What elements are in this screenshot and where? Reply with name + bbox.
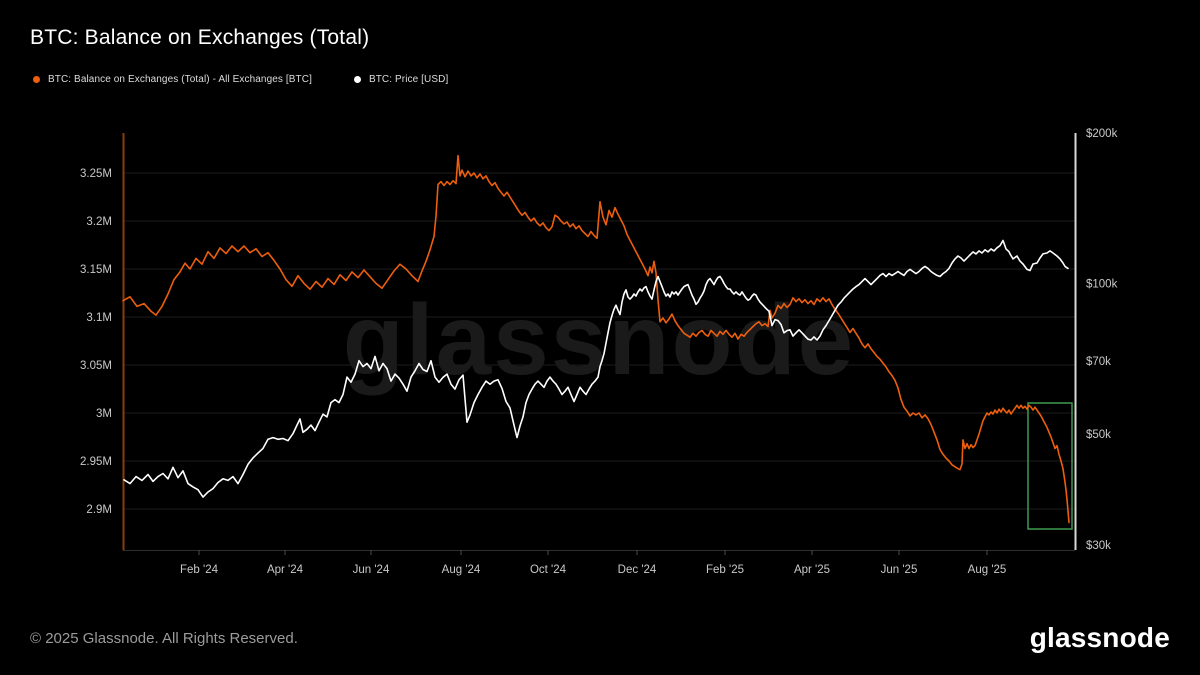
legend-item-balance[interactable]: BTC: Balance on Exchanges (Total) - All … (33, 74, 312, 85)
y-left-tick-label: 3.25M (80, 168, 112, 180)
x-axis-tick-label: Feb '24 (180, 564, 219, 576)
x-axis-tick-label: Jun '25 (881, 564, 918, 576)
legend-swatch-price-icon (353, 76, 361, 83)
y-left-tick-label: 3.1M (86, 312, 112, 324)
x-axis-tick-label: Jun '24 (353, 564, 390, 576)
legend-label-price: BTC: Price [USD] (368, 74, 449, 85)
y-right-tick-label: $30k (1086, 540, 1111, 552)
copyright-text: © 2025 Glassnode. All Rights Reserved. (30, 630, 298, 647)
x-axis-tick-label: Apr '25 (794, 564, 830, 576)
y-left-tick-label: 3.05M (80, 360, 112, 372)
x-axis-tick-label: Aug '25 (968, 564, 1007, 576)
y-right-tick-label: $100k (1086, 279, 1118, 291)
glassnode-logo: glassnode (1029, 622, 1170, 653)
x-axis-tick-label: Apr '24 (267, 564, 304, 576)
x-axis-tick-label: Oct '24 (530, 564, 567, 576)
y-right-tick-label: $200k (1086, 128, 1118, 140)
legend-label-balance: BTC: Balance on Exchanges (Total) - All … (48, 74, 312, 85)
y-left-tick-label: 2.95M (80, 456, 112, 468)
legend-swatch-balance-icon (33, 76, 40, 83)
y-left-tick-label: 3M (96, 408, 112, 420)
y-left-tick-label: 3.15M (80, 264, 112, 276)
page-title: BTC: Balance on Exchanges (Total) (30, 26, 370, 49)
highlight-box (1027, 402, 1073, 530)
balance-series-line (122, 154, 1070, 524)
x-axis-tick-label: Feb '25 (706, 564, 744, 576)
legend: BTC: Balance on Exchanges (Total) - All … (33, 74, 448, 85)
y-right-tick-label: $50k (1086, 429, 1111, 441)
y-right-tick-label: $70k (1086, 356, 1111, 368)
legend-item-price[interactable]: BTC: Price [USD] (353, 74, 449, 85)
y-left-tick-label: 3.2M (86, 216, 112, 228)
x-axis-tick-label: Dec '24 (618, 564, 657, 576)
x-axis-tick-label: Aug '24 (442, 564, 481, 576)
price-series-line (123, 239, 1069, 498)
watermark-text: glassnode (343, 284, 856, 396)
y-left-tick-label: 2.9M (86, 504, 112, 516)
